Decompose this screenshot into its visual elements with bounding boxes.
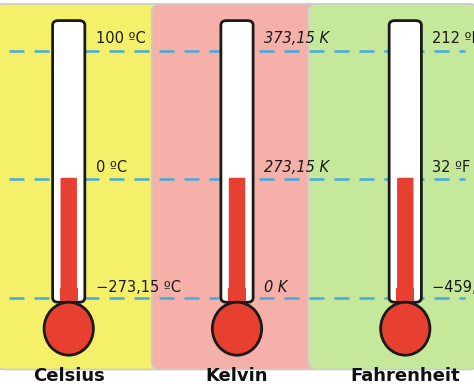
Ellipse shape	[44, 302, 93, 355]
FancyBboxPatch shape	[61, 178, 77, 298]
Text: 273,15 K: 273,15 K	[264, 160, 329, 175]
Text: 0 K: 0 K	[264, 280, 288, 295]
FancyBboxPatch shape	[60, 288, 78, 301]
FancyBboxPatch shape	[397, 178, 413, 298]
Text: 212 ºF: 212 ºF	[432, 32, 474, 46]
Ellipse shape	[212, 302, 262, 355]
FancyBboxPatch shape	[53, 21, 85, 302]
FancyBboxPatch shape	[152, 4, 322, 370]
FancyBboxPatch shape	[396, 288, 414, 301]
Text: Kelvin: Kelvin	[206, 367, 268, 385]
Text: Celsius: Celsius	[33, 367, 105, 385]
FancyBboxPatch shape	[221, 21, 253, 302]
Ellipse shape	[381, 302, 430, 355]
FancyBboxPatch shape	[229, 178, 245, 298]
FancyBboxPatch shape	[62, 288, 75, 301]
FancyBboxPatch shape	[230, 288, 244, 301]
Text: 32 ºF: 32 ºF	[432, 160, 471, 175]
Text: Fahrenheit: Fahrenheit	[350, 367, 460, 385]
Text: −273,15 ºC: −273,15 ºC	[96, 280, 181, 295]
FancyBboxPatch shape	[0, 4, 166, 370]
Text: 0 ºC: 0 ºC	[96, 160, 127, 175]
FancyBboxPatch shape	[308, 4, 474, 370]
Text: 373,15 K: 373,15 K	[264, 32, 329, 46]
FancyBboxPatch shape	[399, 288, 412, 301]
FancyBboxPatch shape	[389, 21, 421, 302]
FancyBboxPatch shape	[228, 288, 246, 301]
Text: −459,67 ºF: −459,67 ºF	[432, 280, 474, 295]
Text: 100 ºC: 100 ºC	[96, 32, 146, 46]
